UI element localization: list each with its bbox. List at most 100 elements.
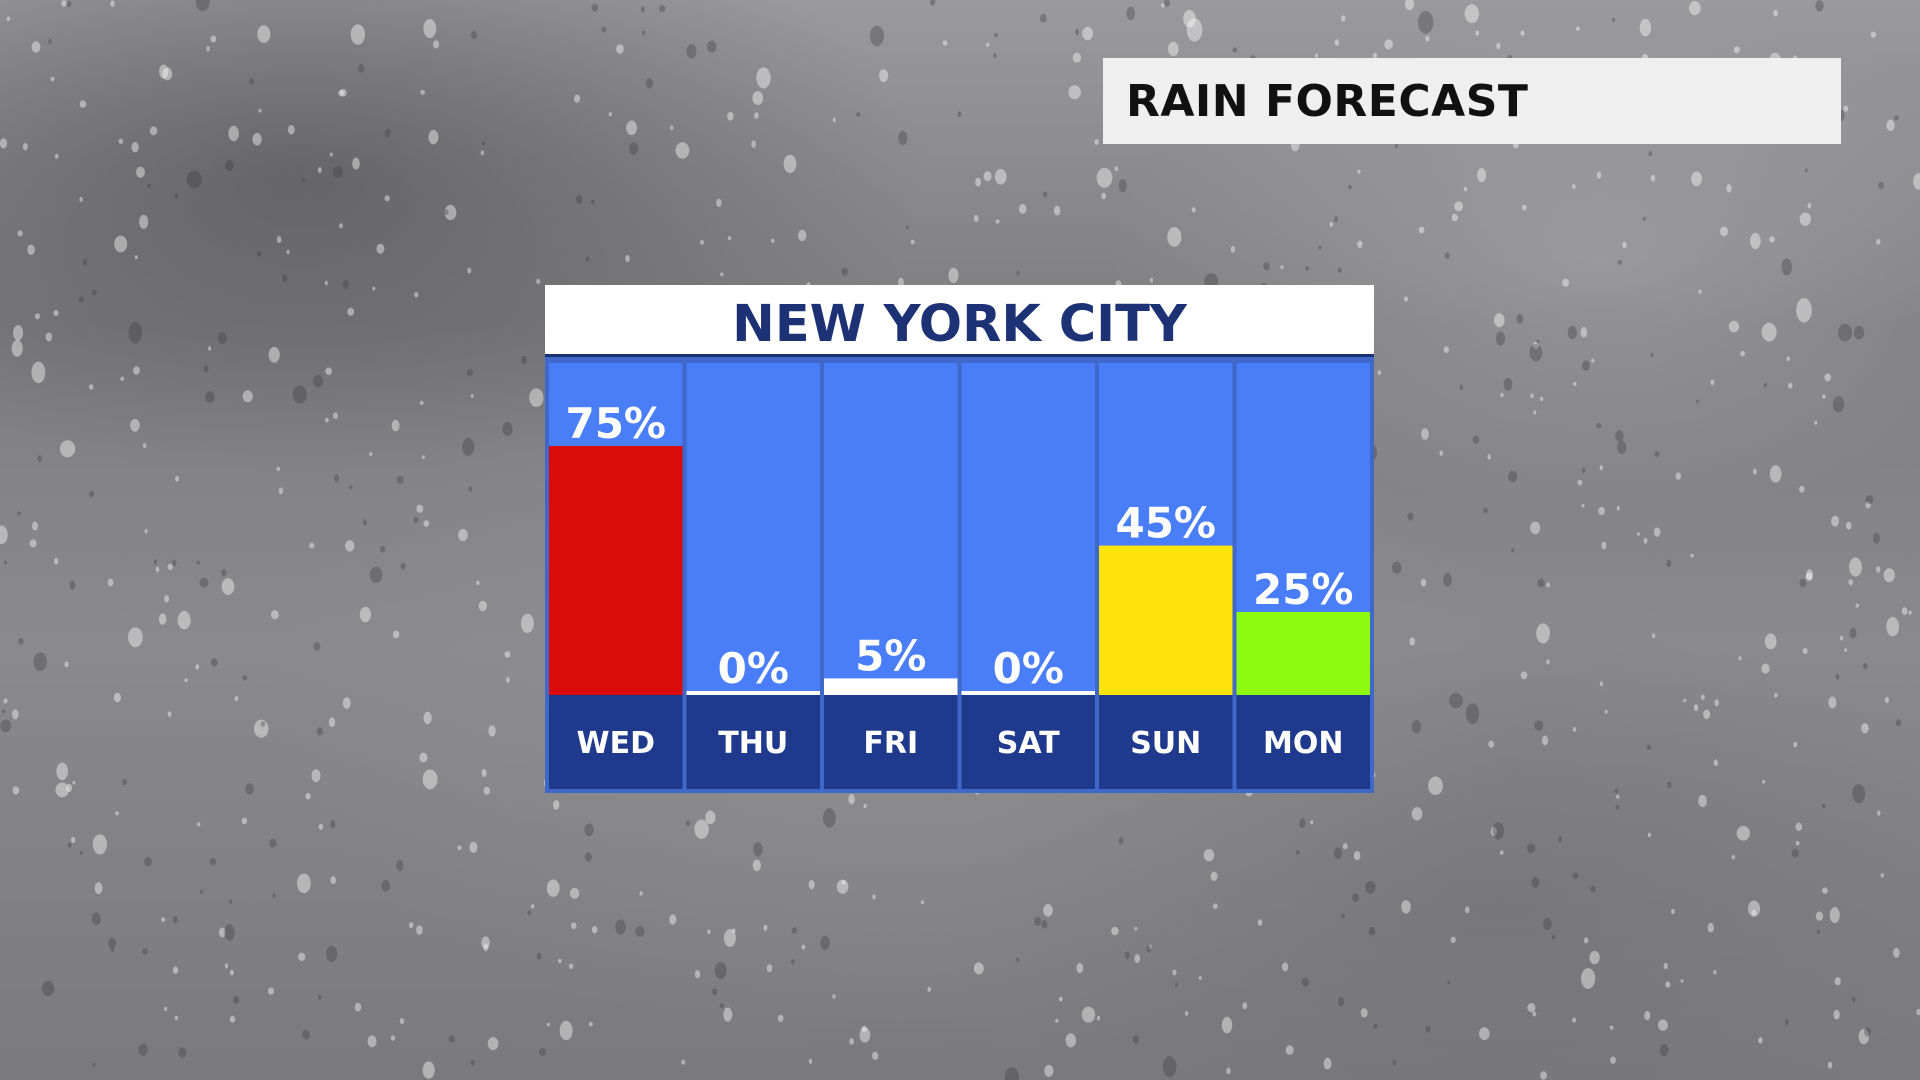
raindrop <box>1864 1027 1871 1037</box>
raindrop <box>1822 394 1826 399</box>
raindrop <box>155 566 160 573</box>
raindrop <box>17 511 22 516</box>
raindrop <box>1791 848 1799 858</box>
raindrop <box>1520 671 1528 680</box>
raindrop <box>1636 532 1640 536</box>
raindrop <box>716 198 722 208</box>
raindrop <box>546 1022 551 1027</box>
raindrop <box>1191 207 1196 213</box>
raindrop <box>252 132 262 146</box>
raindrop <box>1802 648 1808 654</box>
raindrop <box>1647 832 1652 838</box>
raindrop <box>869 25 885 47</box>
raindrop <box>305 792 311 800</box>
raindrop <box>1886 119 1895 132</box>
raindrop <box>1213 903 1218 909</box>
raindrop <box>422 769 438 790</box>
raindrop <box>1539 396 1544 401</box>
raindrop <box>79 100 87 108</box>
raindrop <box>536 278 541 284</box>
raindrop <box>1751 909 1757 916</box>
raindrop <box>433 40 440 49</box>
raindrop <box>1831 515 1840 527</box>
raindrop <box>32 521 38 531</box>
raindrop <box>539 1048 546 1056</box>
raindrop <box>342 279 349 289</box>
raindrop <box>108 937 116 949</box>
raindrop <box>217 332 227 345</box>
raindrop <box>1617 259 1623 265</box>
raindrop <box>1840 635 1844 641</box>
raindrop <box>1750 232 1761 250</box>
raindrop <box>1226 1067 1231 1075</box>
raindrop <box>995 219 1000 224</box>
raindrop <box>1124 951 1130 959</box>
raindrop <box>35 313 40 320</box>
raindrop <box>1916 1008 1920 1016</box>
raindrop <box>1713 759 1719 767</box>
raindrop <box>629 142 639 155</box>
raindrop <box>1883 568 1895 583</box>
raindrop <box>1653 527 1661 537</box>
raindrop <box>127 627 143 648</box>
raindrop <box>1572 1017 1577 1023</box>
raindrop <box>1041 920 1048 929</box>
raindrop <box>1134 954 1140 964</box>
raindrop <box>1163 1056 1177 1078</box>
raindrop <box>195 664 200 670</box>
raindrop <box>458 528 468 542</box>
raindrop <box>1807 202 1812 209</box>
raindrop <box>1731 855 1736 860</box>
value-label-sat: 0% <box>993 644 1064 693</box>
raindrop <box>1848 579 1853 586</box>
raindrop <box>416 504 424 513</box>
raindrop <box>681 1059 686 1065</box>
raindrop <box>986 42 990 47</box>
raindrop <box>905 225 909 229</box>
raindrop <box>292 385 307 404</box>
column-background-sat <box>961 363 1095 695</box>
raindrop <box>1562 278 1569 287</box>
raindrop <box>1659 1044 1669 1057</box>
raindrop <box>719 1003 724 1009</box>
raindrop <box>56 762 68 781</box>
raindrop <box>318 823 324 831</box>
raindrop <box>122 778 127 786</box>
raindrop <box>635 926 645 937</box>
raindrop <box>1167 227 1182 247</box>
raindrop <box>1230 246 1236 253</box>
raindrop <box>973 962 984 975</box>
raindrop <box>1576 26 1580 31</box>
raindrop <box>488 725 496 737</box>
raindrop <box>601 26 606 33</box>
raindrop <box>380 545 386 553</box>
raindrop <box>625 255 630 263</box>
day-band-mon <box>1236 695 1370 789</box>
raindrop <box>732 928 736 933</box>
raindrop <box>110 0 115 7</box>
raindrop <box>302 178 306 183</box>
raindrop <box>1643 537 1648 544</box>
raindrop <box>1829 907 1840 924</box>
raindrop <box>159 64 169 79</box>
raindrop <box>210 35 217 43</box>
raindrop <box>1526 843 1536 854</box>
raindrop <box>1784 1019 1789 1025</box>
raindrop <box>1318 245 1322 250</box>
raindrop <box>1094 139 1099 145</box>
raindrop <box>1149 277 1154 283</box>
raindrop <box>88 384 94 390</box>
raindrop <box>1726 184 1732 193</box>
raindrop <box>559 1020 573 1041</box>
raindrop <box>55 782 69 798</box>
raindrop <box>973 214 979 222</box>
raindrop <box>1334 39 1340 46</box>
raindrop <box>1175 982 1178 987</box>
raindrop <box>234 696 239 701</box>
raindrop <box>228 125 239 142</box>
raindrop <box>1459 384 1464 391</box>
raindrop <box>1447 980 1451 985</box>
raindrop <box>1372 52 1378 59</box>
raindrop <box>994 168 1007 185</box>
raindrop <box>1691 171 1702 187</box>
